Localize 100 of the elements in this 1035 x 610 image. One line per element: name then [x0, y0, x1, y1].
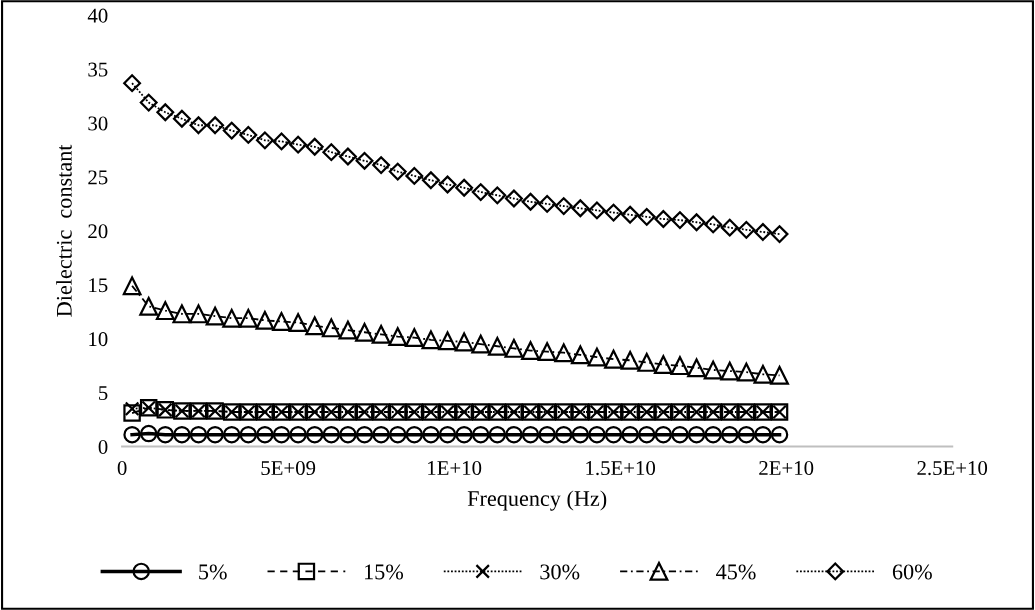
point	[172, 304, 192, 324]
point	[521, 192, 540, 211]
point	[173, 425, 191, 444]
point	[255, 131, 274, 150]
point	[488, 186, 507, 205]
y-tick-label: 35	[88, 62, 108, 77]
point	[587, 347, 607, 367]
point	[189, 116, 208, 135]
point	[156, 103, 175, 122]
point	[571, 199, 590, 218]
legend-label: 5%	[199, 564, 227, 580]
point	[770, 425, 789, 444]
point	[737, 425, 756, 444]
point	[604, 203, 623, 222]
point	[504, 338, 524, 358]
point	[305, 316, 325, 336]
y-tick-label: 40	[87, 8, 108, 23]
y-tick-label: 30	[88, 116, 108, 131]
point	[704, 425, 722, 444]
point	[388, 162, 407, 181]
point	[239, 425, 258, 444]
point	[155, 301, 175, 321]
point	[255, 310, 275, 330]
y-tick-label: 15	[89, 278, 108, 293]
point	[654, 210, 673, 228]
x-tick-label: 2.5E+10	[917, 461, 988, 476]
point	[720, 361, 740, 381]
point	[404, 328, 424, 348]
point	[288, 313, 308, 332]
point	[454, 332, 474, 352]
point	[156, 425, 175, 444]
point	[139, 296, 159, 316]
point	[471, 183, 490, 202]
point	[720, 425, 739, 444]
point	[222, 308, 242, 328]
point	[521, 341, 540, 361]
point	[124, 401, 140, 417]
point	[388, 425, 407, 444]
point	[487, 336, 507, 356]
point	[455, 425, 473, 444]
point	[206, 116, 225, 135]
y-tick-label: 10	[89, 332, 108, 347]
point	[737, 220, 756, 239]
point	[372, 425, 390, 444]
point	[438, 331, 457, 351]
point	[604, 349, 623, 369]
point	[256, 425, 274, 444]
point	[338, 320, 358, 340]
point	[322, 425, 341, 444]
point	[405, 166, 424, 185]
point	[139, 93, 158, 112]
point	[272, 132, 291, 151]
x-tick-label: 1.5E+10	[586, 461, 656, 476]
point	[172, 109, 191, 128]
legend-label: 60%	[892, 564, 932, 580]
point	[671, 425, 689, 444]
point	[205, 306, 225, 326]
y-axis-title: Dielectric constant	[56, 144, 72, 317]
point	[687, 358, 706, 378]
legend-label: 45%	[716, 564, 756, 580]
legend-label: 30%	[540, 564, 580, 580]
point	[736, 362, 756, 382]
point	[538, 425, 556, 444]
point	[554, 197, 573, 216]
point	[222, 425, 241, 444]
point	[620, 350, 640, 370]
point	[770, 365, 789, 385]
point	[554, 425, 573, 444]
point	[504, 189, 523, 208]
point	[289, 135, 308, 154]
point	[604, 425, 623, 444]
point	[438, 425, 457, 444]
point	[687, 213, 706, 232]
point	[305, 425, 324, 444]
y-tick-label: 20	[88, 224, 108, 239]
point	[355, 322, 374, 342]
x-axis-title: Frequency (Hz)	[467, 490, 607, 511]
point	[355, 151, 374, 170]
point	[703, 360, 723, 380]
point	[122, 276, 142, 296]
point	[189, 304, 208, 324]
y-tick-label: 0	[98, 439, 108, 454]
point	[289, 425, 307, 444]
point	[754, 425, 772, 444]
point	[322, 143, 341, 162]
point	[139, 424, 158, 443]
point	[272, 425, 291, 444]
point	[405, 425, 424, 444]
point	[538, 194, 557, 213]
point	[238, 308, 258, 328]
point	[587, 201, 606, 220]
x-tick-label: 0	[117, 461, 127, 476]
point	[422, 425, 440, 444]
point	[637, 207, 656, 226]
point	[438, 175, 457, 194]
point	[621, 205, 640, 224]
point	[123, 404, 141, 422]
point	[670, 356, 690, 376]
point	[305, 137, 324, 156]
point	[272, 312, 291, 331]
